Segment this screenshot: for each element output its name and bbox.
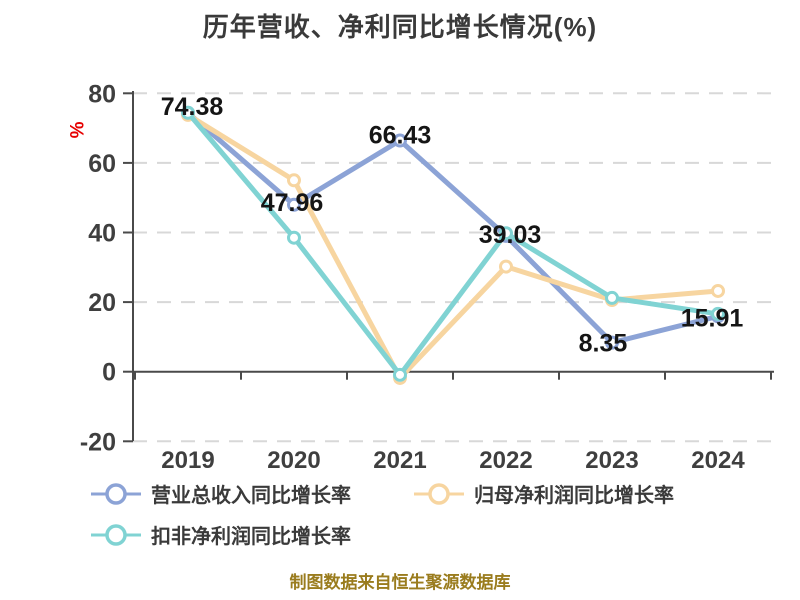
y-tick-label: 60 (88, 150, 116, 178)
legend-item-series-1[interactable]: 归母净利润同比增长率 (413, 479, 674, 508)
legend-marker-icon (414, 482, 464, 505)
y-tick-label: 20 (88, 289, 116, 317)
legend-row: 扣非净利润同比增长率 (90, 520, 780, 549)
x-year-label: 2022 (479, 447, 532, 474)
y-tick-label: 0 (102, 359, 116, 387)
series-line-0 (185, 110, 721, 346)
y-tick-label: 40 (88, 220, 116, 248)
legend-item-series-2[interactable]: 扣非净利润同比增长率 (90, 520, 351, 549)
series-line-2 (185, 110, 721, 378)
data-point (393, 367, 407, 382)
x-year-label: 2019 (161, 447, 214, 474)
data-point (499, 226, 513, 241)
x-year-label: 2024 (691, 447, 745, 474)
data-point (287, 230, 301, 245)
data-point-label: 39.03 (479, 221, 542, 249)
chart-title: 历年营收、净利同比增长情况(%) (202, 12, 598, 42)
data-point-label: 8.35 (579, 330, 628, 358)
data-source-note: 制图数据来自恒生聚源数据库 (289, 573, 511, 592)
data-point (181, 105, 195, 120)
data-point (499, 259, 513, 274)
y-tick-label: 80 (88, 80, 116, 108)
data-point (711, 306, 725, 321)
data-point (605, 290, 619, 305)
legend-item-label: 营业总收入同比增长率 (151, 485, 351, 507)
data-point (605, 335, 619, 350)
data-point (393, 133, 407, 148)
data-point-label: 47.96 (261, 189, 324, 217)
x-year-label: 2023 (585, 447, 638, 474)
legend-marker-icon (91, 523, 141, 546)
data-point-label: 74.38 (161, 93, 224, 121)
legend-item-label: 归母净利润同比增长率 (474, 485, 674, 507)
data-point (711, 283, 725, 298)
legend-marker-icon (91, 482, 141, 505)
data-point (287, 197, 301, 212)
legend-row: 营业总收入同比增长率 归母净利润同比增长率 (90, 479, 780, 508)
legend-item-label: 扣非净利润同比增长率 (151, 526, 351, 548)
chart-legend: 营业总收入同比增长率 归母净利润同比增长率扣非净利润同比增长率 (90, 479, 780, 549)
x-year-label: 2021 (373, 447, 426, 474)
data-point-label: 66.43 (369, 122, 432, 150)
x-year-label: 2020 (267, 447, 320, 474)
data-point-label: 15.91 (681, 304, 744, 332)
legend-item-series-0[interactable]: 营业总收入同比增长率 (90, 479, 351, 508)
y-tick-label: -20 (80, 428, 116, 456)
data-point (287, 173, 301, 188)
